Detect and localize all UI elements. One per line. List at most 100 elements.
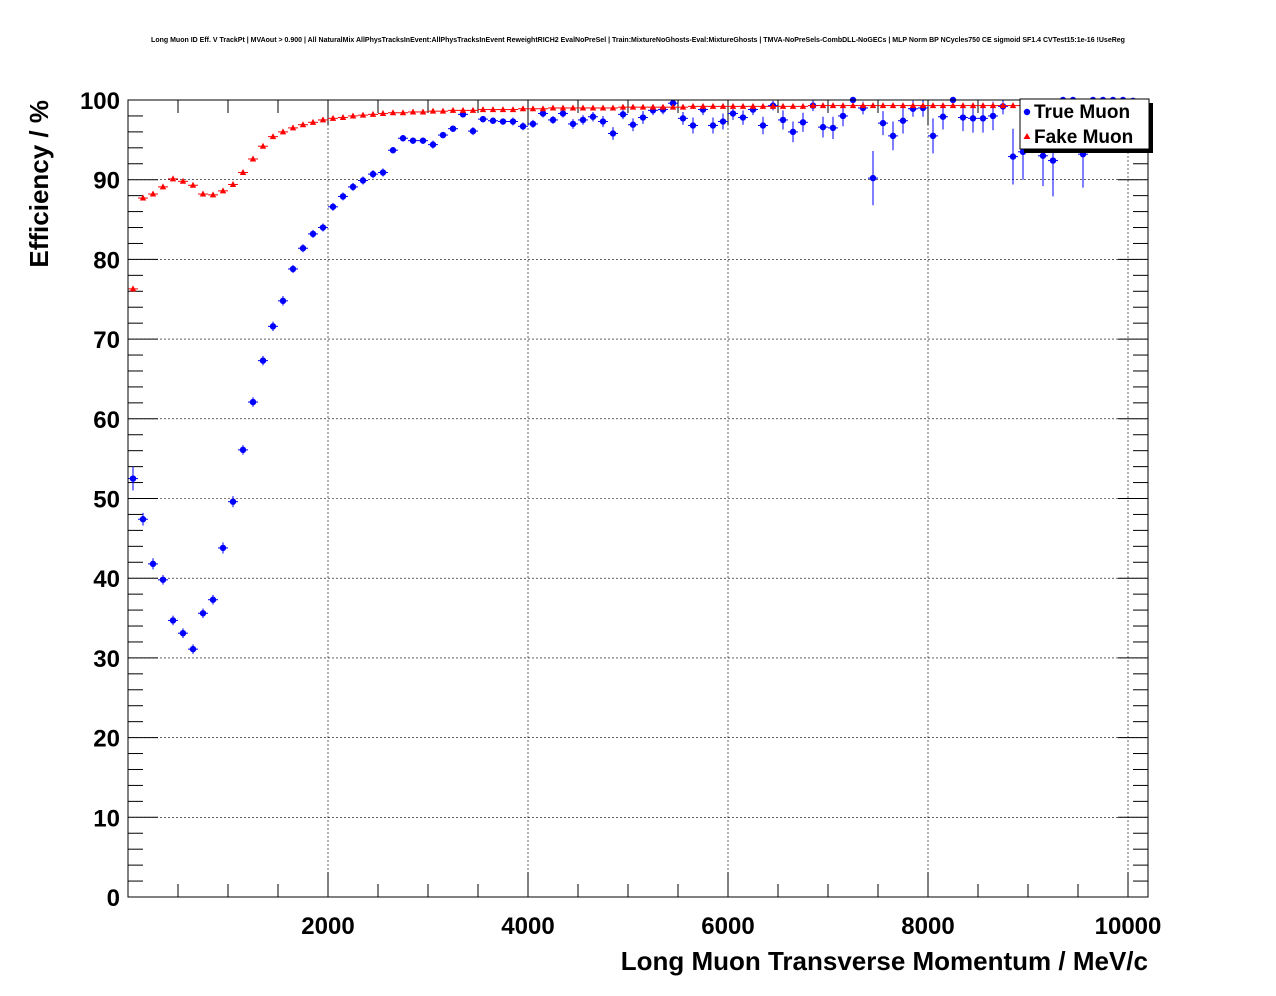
fake-muon-marker xyxy=(699,102,707,109)
fake-muon-point xyxy=(798,102,808,109)
true-muon-point xyxy=(298,244,308,253)
true-muon-point xyxy=(148,558,158,570)
fake-muon-marker xyxy=(919,102,927,109)
true-muon-marker xyxy=(899,117,907,124)
fake-muon-marker xyxy=(519,105,527,112)
fake-muon-marker xyxy=(969,102,977,109)
y-tick-label: 20 xyxy=(93,726,120,753)
fake-muon-marker xyxy=(269,133,277,140)
chart-title: Long Muon ID Eff. V TrackPt | MVAout > 0… xyxy=(151,37,1125,44)
fake-muon-point xyxy=(608,104,618,111)
grid-lines xyxy=(128,100,1148,897)
tick-labels: 0 10 20 30 40 50 60 70 80 90 100 2000 4000 6000 8000 10… xyxy=(80,88,1161,940)
true-muon-point xyxy=(838,105,848,127)
fake-muon-marker xyxy=(609,104,617,111)
true-muon-point xyxy=(208,594,218,605)
fake-muon-marker xyxy=(329,114,337,121)
true-muon-point xyxy=(428,140,438,149)
fake-muon-point xyxy=(648,103,658,110)
fake-muon-point xyxy=(208,191,218,198)
fake-muon-marker xyxy=(169,175,177,182)
fake-muon-point xyxy=(168,175,178,182)
fake-muon-point xyxy=(258,142,268,149)
true-muon-marker xyxy=(759,122,767,129)
fake-muon-point xyxy=(388,109,398,116)
fake-muon-marker xyxy=(949,102,957,109)
true-muon-point xyxy=(258,355,268,366)
fake-muon-marker xyxy=(909,102,917,109)
true-muon-point xyxy=(778,110,788,130)
true-muon-point xyxy=(448,125,458,132)
fake-muon-point xyxy=(878,102,888,109)
true-muon-marker xyxy=(399,135,407,142)
fake-muon-marker xyxy=(639,103,647,110)
fake-muon-point xyxy=(678,103,688,110)
true-muon-marker xyxy=(519,123,527,130)
true-muon-point xyxy=(228,496,238,508)
x-axis-title: Long Muon Transverse Momentum / MeV/c xyxy=(621,946,1148,976)
true-muon-point xyxy=(338,192,348,201)
true-muon-marker xyxy=(529,120,537,128)
fake-muon-marker xyxy=(159,183,167,190)
fake-muon-marker xyxy=(809,102,817,109)
true-muon-marker xyxy=(989,112,997,120)
fake-muon-marker xyxy=(799,102,807,109)
fake-muon-point xyxy=(598,104,608,111)
true-muon-marker xyxy=(629,121,637,128)
true-muon-point xyxy=(388,147,398,154)
fake-muon-point xyxy=(378,110,388,117)
fake-muon-point xyxy=(928,102,938,109)
true-muon-marker xyxy=(679,115,687,122)
true-muon-point xyxy=(738,110,748,125)
true-muon-marker xyxy=(239,446,247,454)
true-muon-point xyxy=(788,121,798,143)
fake-muon-point xyxy=(148,190,158,197)
true-muon-point xyxy=(938,103,948,130)
fake-muon-marker xyxy=(239,169,247,176)
fake-muon-point xyxy=(588,104,598,111)
true-muon-marker xyxy=(169,617,177,624)
true-muon-marker xyxy=(609,130,617,137)
true-muon-point xyxy=(138,512,148,526)
fake-muon-marker xyxy=(599,104,607,111)
fake-muon-marker xyxy=(209,191,217,198)
true-muon-marker xyxy=(369,170,377,178)
fake-muon-point xyxy=(618,103,628,110)
series-true-muon xyxy=(128,96,1138,654)
true-muon-marker xyxy=(589,113,597,120)
true-muon-marker xyxy=(429,141,437,148)
true-muon-point xyxy=(198,608,208,619)
true-muon-point xyxy=(828,116,838,140)
true-muon-marker xyxy=(619,111,627,118)
fake-muon-point xyxy=(418,108,428,115)
fake-muon-marker xyxy=(749,102,757,109)
true-muon-marker xyxy=(419,137,427,144)
true-muon-marker xyxy=(559,110,567,117)
fake-muon-marker xyxy=(729,102,737,109)
true-muon-point xyxy=(708,117,718,134)
fake-muon-marker xyxy=(309,118,317,125)
true-muon-marker xyxy=(379,169,387,176)
fake-muon-marker xyxy=(629,103,637,110)
fake-muon-point xyxy=(328,114,338,121)
fake-muon-point xyxy=(998,102,1008,109)
x-tick-label: 6000 xyxy=(701,913,754,940)
true-muon-point xyxy=(498,118,508,125)
true-muon-point xyxy=(398,135,408,142)
fake-muon-point xyxy=(818,102,828,109)
y-tick-label: 70 xyxy=(93,327,120,354)
fake-muon-point xyxy=(758,102,768,109)
true-muon-marker xyxy=(729,110,737,117)
true-muon-marker xyxy=(799,119,807,126)
fake-muon-marker xyxy=(259,142,267,149)
true-muon-point xyxy=(618,109,628,120)
fake-muon-point xyxy=(228,180,238,187)
true-muon-marker xyxy=(879,119,887,127)
fake-muon-marker xyxy=(489,106,497,113)
fake-muon-point xyxy=(768,102,778,109)
true-muon-point xyxy=(568,119,578,129)
fake-muon-point xyxy=(748,102,758,109)
true-muon-point xyxy=(598,115,608,128)
fake-muon-point xyxy=(668,103,678,110)
